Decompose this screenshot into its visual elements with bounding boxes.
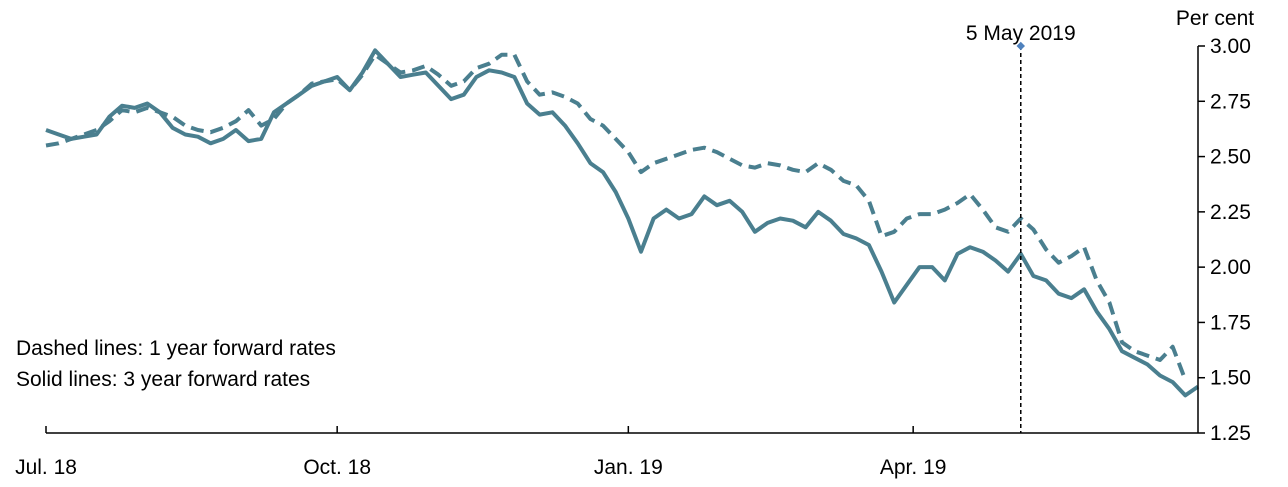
x-axis-ticks: Jul. 18 Oct. 18 Jan. 19 Apr. 19 <box>15 426 946 479</box>
y-tick-label: 2.25 <box>1210 201 1251 224</box>
annotation-label: 5 May 2019 <box>966 22 1076 45</box>
note-solid-lines: Solid lines: 3 year forward rates <box>16 368 310 391</box>
x-tick-label: Apr. 19 <box>880 456 947 479</box>
series-1-year-forward-line <box>45 52 1188 381</box>
legend-notes: Dashed lines: 1 year forward rates Solid… <box>16 337 336 391</box>
x-tick-label: Jul. 18 <box>15 456 77 479</box>
y-axis-ticks: 3.00 2.75 2.50 2.25 2.00 1.75 1.50 1.25 <box>1198 35 1251 445</box>
y-tick-label: 1.50 <box>1210 367 1251 390</box>
y-tick-label: 2.75 <box>1210 90 1251 113</box>
y-tick-label: 2.00 <box>1210 256 1251 279</box>
series-3-year-forward-line <box>45 48 1200 398</box>
x-tick-label: Oct. 18 <box>303 456 371 479</box>
y-tick-label: 1.75 <box>1210 311 1251 334</box>
annotation-layer: 5 May 2019 <box>966 22 1076 433</box>
x-tick-label: Jan. 19 <box>594 456 663 479</box>
note-dashed-lines: Dashed lines: 1 year forward rates <box>16 337 336 360</box>
y-axis-title: Per cent <box>1176 7 1254 30</box>
series-lines <box>45 48 1200 398</box>
y-tick-label: 2.50 <box>1210 146 1251 169</box>
y-tick-label: 1.25 <box>1210 422 1251 445</box>
y-tick-label: 3.00 <box>1210 35 1251 58</box>
